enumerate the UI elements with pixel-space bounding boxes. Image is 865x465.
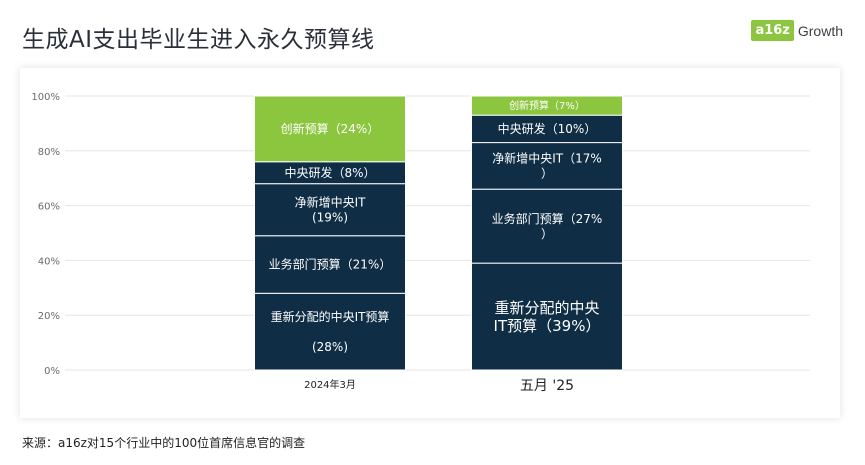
x-category-label: 2024年3月 [304,378,356,391]
page-title: 生成AI支出毕业生进入永久预算线 [22,27,375,53]
bar-segment [254,235,406,294]
bar-segment [254,95,406,163]
segment-label-line: 创新预算（7%） [509,99,585,112]
segment-label-line: 中央研发（8%） [284,165,375,180]
segment-label: 业务部门预算（27%） [492,211,603,241]
chart-panel: 0% 20% 40% 60% 80% 100% 重新分配的中央IT预算 (28%) 业务部门预算… [20,68,840,418]
segment-label: 业务部门预算（21%） [269,257,392,272]
segment-label-line: (19%) [312,210,348,224]
y-tick-label: 80% [38,147,60,158]
source-note: 来源：a16z对15个行业中的100位首席信息官的调查 [22,436,306,450]
segment-label: 创新预算（24%） [281,121,380,136]
segment-label-line: ） [541,167,553,181]
segment-label-line: 创新预算（24%） [281,121,380,136]
segment-label: 净新增中央IT（17%） [492,151,602,181]
segment-label-line: (28%) [312,340,348,354]
y-tick-label: 20% [38,311,60,322]
bar-segment [471,95,623,116]
y-tick-label: 40% [38,256,60,267]
segment-label: 创新预算（7%） [509,99,585,112]
segment-label-line: 业务部门预算（21%） [269,257,392,272]
segment-label-line: 净新增中央IT [295,194,367,209]
segment-label-line: 中央研发（10%） [498,121,597,136]
segment-label-line: ） [541,227,553,241]
segment-label-line: 净新增中央IT（17% [492,151,602,166]
x-category-label: 五月 '25 [520,378,574,394]
segment-label-line: IT预算（39%） [494,317,601,335]
bar-segment [471,142,623,190]
stacked-bar-chart: 0% 20% 40% 60% 80% 100% 重新分配的中央IT预算 (28%) 业务部门预算… [31,92,810,394]
a16z-logo-mark: a16z [751,20,794,41]
segment-label: 净新增中央IT (19%) [295,194,367,224]
bar-segment [471,188,623,264]
brand-logo: a16z Growth [751,20,843,41]
y-tick-label: 60% [38,202,60,213]
bar-segment [471,262,623,371]
logo-text: Growth [797,22,843,39]
segment-label: 重新分配的中央IT预算 (28%) [271,309,390,354]
segment-label: 中央研发（10%） [498,121,597,136]
segment-label-line: 业务部门预算（27% [492,211,603,226]
segment-label-line: 重新分配的中央IT预算 [271,309,390,324]
segment-label: 重新分配的中央 IT预算（39%） [494,299,601,335]
segment-label-line: 重新分配的中央 [494,299,599,317]
bar-segment [254,292,406,371]
y-tick-label: 100% [31,92,60,103]
segment-label: 中央研发（8%） [284,165,375,180]
y-tick-label: 0% [44,366,60,377]
